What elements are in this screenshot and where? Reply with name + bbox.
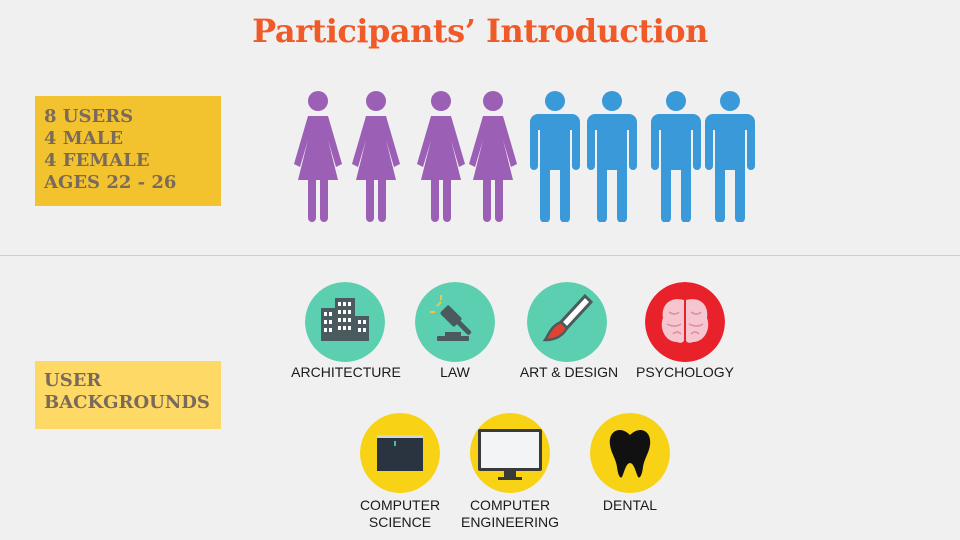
stat-male: 4 MALE	[44, 128, 124, 149]
male-person-icon	[651, 91, 701, 222]
backgrounds-line-2: BACKGROUNDS	[44, 392, 210, 413]
user-backgrounds-box: USER BACKGROUNDS	[35, 361, 221, 429]
section-divider	[0, 255, 960, 256]
background-label-architecture: ARCHITECTURE	[291, 364, 401, 380]
male-person-icon	[530, 91, 580, 222]
stat-female: 4 FEMALE	[44, 150, 150, 171]
monitor-icon	[470, 413, 550, 493]
participant-stats-box: 8 USERS 4 MALE 4 FEMALE AGES 22 - 26	[35, 96, 221, 206]
cs-label-line-1: COMPUTER	[359, 497, 441, 513]
brain-icon	[645, 282, 725, 362]
male-person-icon	[587, 91, 637, 222]
page-title: Participants’ Introduction	[252, 12, 708, 50]
paintbrush-icon	[527, 282, 607, 362]
terminal-icon	[360, 413, 440, 493]
female-person-icon	[469, 91, 517, 222]
background-label-law: LAW	[440, 364, 470, 380]
female-person-icon	[417, 91, 465, 222]
building-icon	[305, 282, 385, 362]
background-label-psychology: PSYCHOLOGY	[635, 364, 735, 380]
background-label-computer-science: COMPUTER SCIENCE	[346, 497, 454, 531]
ce-label-line-1: COMPUTER	[469, 497, 551, 513]
backgrounds-line-1: USER	[44, 370, 102, 391]
ce-label-line-2: ENGINEERING	[460, 514, 559, 530]
male-person-icon	[705, 91, 755, 222]
background-label-dental: DENTAL	[602, 497, 658, 513]
cs-label-line-2: SCIENCE	[368, 514, 432, 530]
gavel-icon	[415, 282, 495, 362]
tooth-icon	[590, 413, 670, 493]
stat-users: 8 USERS	[44, 106, 134, 127]
background-label-art-design: ART & DESIGN	[519, 364, 619, 380]
background-label-computer-engineering: COMPUTER ENGINEERING	[446, 497, 574, 531]
stat-ages: AGES 22 - 26	[44, 172, 177, 193]
female-person-icon	[294, 91, 342, 222]
female-person-icon	[352, 91, 400, 222]
